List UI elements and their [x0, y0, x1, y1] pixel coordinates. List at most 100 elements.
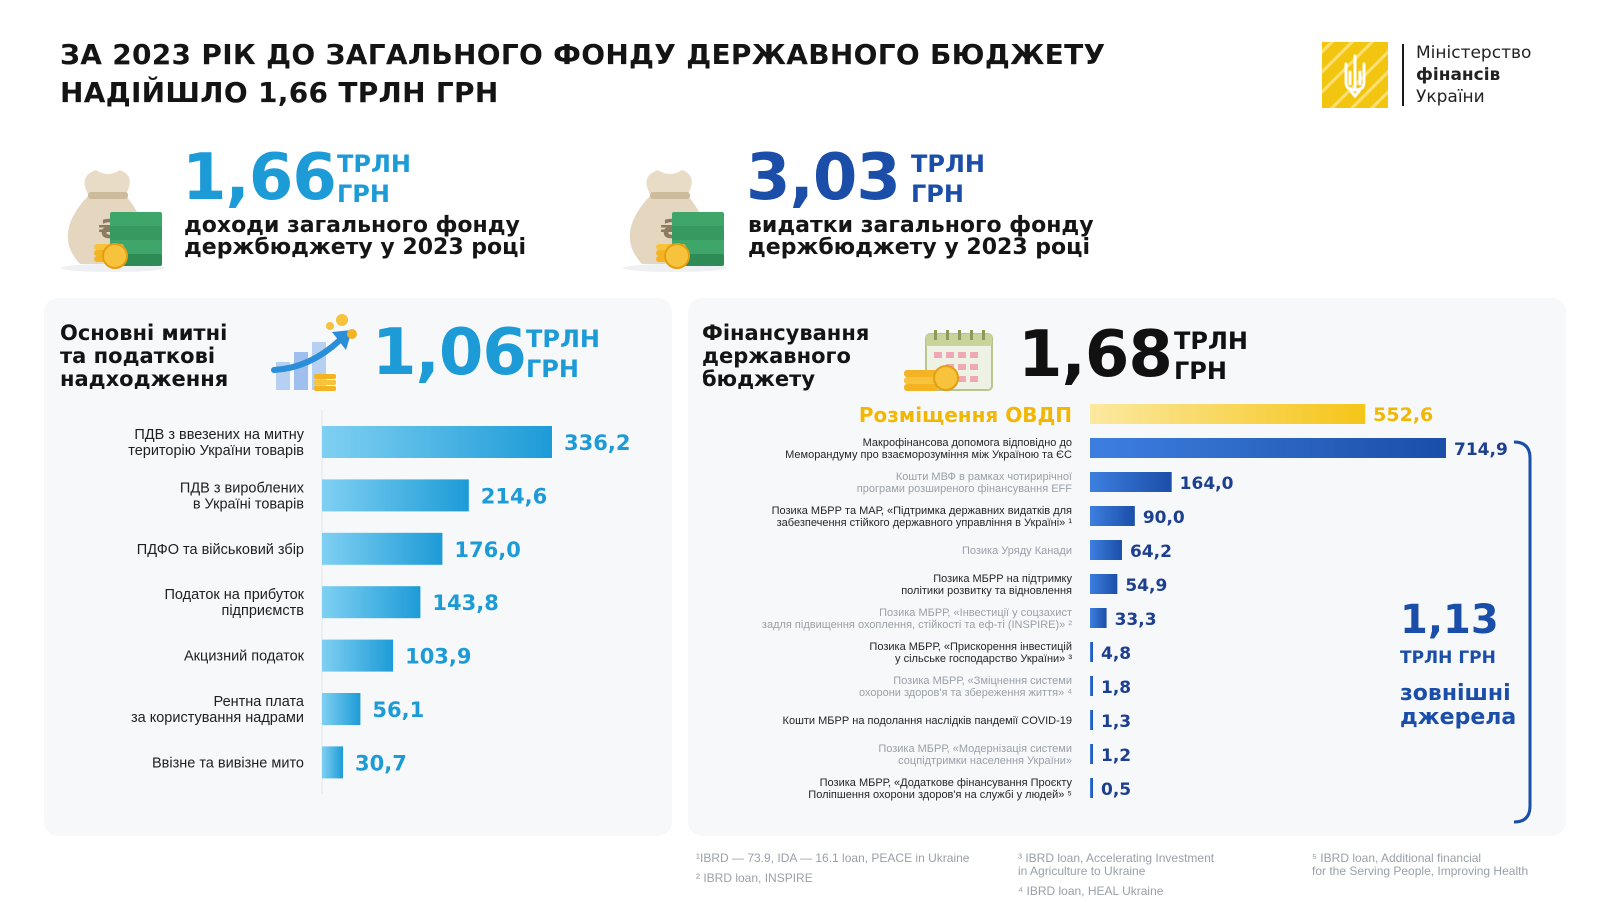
finance-bar: [1090, 472, 1172, 492]
finance-bar-label: Кошти МВФ в рамках чотирирічної програми …: [857, 471, 1073, 495]
revenue-description: доходи загального фонду держбюджету у 20…: [184, 215, 644, 259]
tax-bar: [322, 426, 552, 458]
expense-unit-2: ГРН: [911, 180, 964, 208]
finance-bar-label: Позика МБРР та МАР, «Підтримка державних…: [772, 505, 1073, 529]
tax-panel: [44, 298, 672, 836]
tax-bar: [322, 693, 361, 725]
footnote-5: ⁵ IBRD loan, Additional financial for th…: [1312, 852, 1528, 878]
finance-bar-value: 4,8: [1101, 644, 1131, 664]
finance-bar-value: 54,9: [1125, 576, 1167, 596]
calendar-coins-icon: [902, 328, 996, 394]
finance-bar-label: Макрофінансова допомога відповідно до Мем…: [785, 437, 1072, 461]
expense-unit: ТРЛН ГРН: [911, 149, 985, 209]
tax-bar-label: ПДВ з ввезених на митну територію України…: [128, 427, 305, 459]
finance-bar-value: 1,3: [1101, 712, 1131, 732]
finance-bar-chart: 552,6 Розміщення ОВДП 714,9 Макрофінансова …: [762, 403, 1508, 801]
expense-unit-1: ТРЛН: [911, 150, 985, 178]
finance-bar-value: 1,2: [1101, 746, 1131, 766]
tax-bar-value: 30,7: [355, 751, 407, 775]
ovdp-bar: [1090, 404, 1366, 424]
finance-bar: [1090, 574, 1118, 594]
tax-total-unit: ТРЛН ГРН: [526, 324, 600, 384]
finance-bar-value: 90,0: [1143, 508, 1185, 528]
footnote-1: ¹IBRD — 73.9, IDA — 16.1 loan, PEACE in …: [696, 851, 970, 865]
revenue-desc-1: доходи загального фонду: [184, 213, 520, 238]
finance-bar-label: Кошти МБРР на подолання наслідків пандем…: [783, 715, 1072, 727]
tax-bar: [322, 746, 344, 779]
money-bag-icon: ₴: [58, 164, 168, 272]
finance-bar: [1090, 744, 1093, 764]
tax-bar-label: ПДВ з вироблених в Україні товарів: [180, 480, 305, 512]
tax-total-value: 1,06: [372, 316, 527, 390]
finance-bar-value: 1,8: [1101, 678, 1131, 698]
revenue-kpi: 1,66 ТРЛН ГРН доходи загального фонду де…: [182, 143, 602, 273]
external-sources-unit: ТРЛН ГРН: [1400, 648, 1496, 668]
tax-bar-label: Рентна плата за користування надрами: [131, 694, 305, 726]
external-sources-bracket: [1513, 440, 1532, 824]
logo-text: Міністерство фінансів України: [1416, 42, 1531, 108]
finance-section-title: Фінансування державного бюджету: [702, 322, 902, 391]
finance-bar: [1090, 438, 1446, 458]
expense-desc-1: видатки загального фонду: [748, 213, 1094, 238]
expense-desc-2: держбюджету у 2023 році: [748, 235, 1091, 260]
footnote-3: ³ IBRD loan, Accelerating Investment in …: [1018, 852, 1214, 878]
expense-kpi: 3,03 ТРЛН ГРН видатки загального фонду д…: [746, 143, 1166, 273]
tax-bar: [322, 532, 443, 565]
finance-total: 1,68 ТРЛН ГРН: [1018, 320, 1278, 396]
finance-title-1: Фінансування: [702, 321, 870, 345]
finance-total-value: 1,68: [1018, 318, 1173, 392]
finance-bar-label: Позика МБРР, «Зміцнення системи охорони з…: [859, 675, 1072, 699]
finance-bar-value: 714,9: [1454, 440, 1508, 460]
finance-bar-label: Позика МБРР, «Інвестиції у соцзахист задл…: [762, 607, 1072, 631]
trident-emblem-icon: [1322, 42, 1388, 108]
tax-bar-value: 214,6: [481, 484, 547, 508]
tax-section-title: Основні митні та податкові надходження: [60, 322, 260, 391]
tax-bar-value: 336,2: [564, 431, 630, 455]
external-sources-callout: 1,13 ТРЛН ГРН зовнішні джерела: [1400, 598, 1530, 730]
finance-bar-value: 64,2: [1130, 542, 1172, 562]
finance-bar-value: 0,5: [1101, 780, 1131, 800]
external-sources-value: 1,13: [1400, 597, 1499, 643]
expense-value: 3,03: [746, 141, 901, 215]
logo-divider: [1402, 44, 1404, 106]
tax-bar-label: ПДФО та військовий збір: [137, 542, 304, 558]
revenue-unit-2: ГРН: [337, 180, 390, 208]
revenue-unit: ТРЛН ГРН: [337, 149, 411, 209]
footnote-5-line-1: ⁵ IBRD loan, Additional financial: [1312, 851, 1482, 865]
finance-bar-label: Позика МБРР, «Модернізація системи соцпід…: [878, 743, 1072, 767]
finance-bar-value: 164,0: [1180, 474, 1234, 494]
tax-bar-value: 176,0: [454, 538, 520, 562]
finance-bar-label: Позика МБРР на підтримку політики розвитк…: [901, 573, 1072, 597]
revenue-unit-1: ТРЛН: [337, 150, 411, 178]
external-sources-label-1: зовнішні: [1400, 681, 1511, 706]
logo-line-2: фінансів: [1416, 65, 1501, 85]
finance-title-3: бюджету: [702, 367, 816, 391]
tax-bar-value: 56,1: [372, 698, 424, 722]
tax-bar-value: 143,8: [432, 591, 498, 615]
finance-bar: [1090, 642, 1093, 662]
finance-bar: [1090, 778, 1093, 798]
finance-total-unit: ТРЛН ГРН: [1174, 326, 1248, 386]
footnote-3-line-1: ³ IBRD loan, Accelerating Investment: [1018, 851, 1215, 865]
finance-bar: [1090, 506, 1135, 526]
finance-bar-label: Позика Уряду Канади: [962, 545, 1072, 557]
finance-unit-2: ГРН: [1174, 357, 1227, 385]
finance-bar-value: 552,6: [1373, 404, 1433, 426]
tax-title-3: надходження: [60, 367, 229, 391]
finance-bar: [1090, 540, 1122, 560]
finance-unit-1: ТРЛН: [1174, 327, 1248, 355]
finance-bar: [1090, 608, 1107, 628]
page-title: ЗА 2023 РІК ДО ЗАГАЛЬНОГО ФОНДУ ДЕРЖАВНО…: [60, 36, 1240, 112]
tax-bar: [322, 639, 394, 672]
title-line-1: ЗА 2023 РІК ДО ЗАГАЛЬНОГО ФОНДУ ДЕРЖАВНО…: [60, 38, 1106, 71]
tax-bar: [322, 479, 469, 512]
growth-chart-icon: [270, 312, 364, 392]
ovdp-label: Розміщення ОВДП: [859, 403, 1072, 427]
finance-bar: [1090, 710, 1093, 730]
money-bag-icon: ₴: [620, 164, 730, 272]
footnote-5-line-2: for the Serving People, Improving Health: [1312, 864, 1529, 878]
tax-unit-1: ТРЛН: [526, 325, 600, 353]
finance-bar-label: Позика МБРР, «Прискорення інвестицій у сі…: [869, 641, 1072, 665]
footnote-3-line-2: in Agriculture to Ukraine: [1018, 864, 1146, 878]
tax-bar-label: Ввізне та вивізне мито: [152, 755, 304, 771]
